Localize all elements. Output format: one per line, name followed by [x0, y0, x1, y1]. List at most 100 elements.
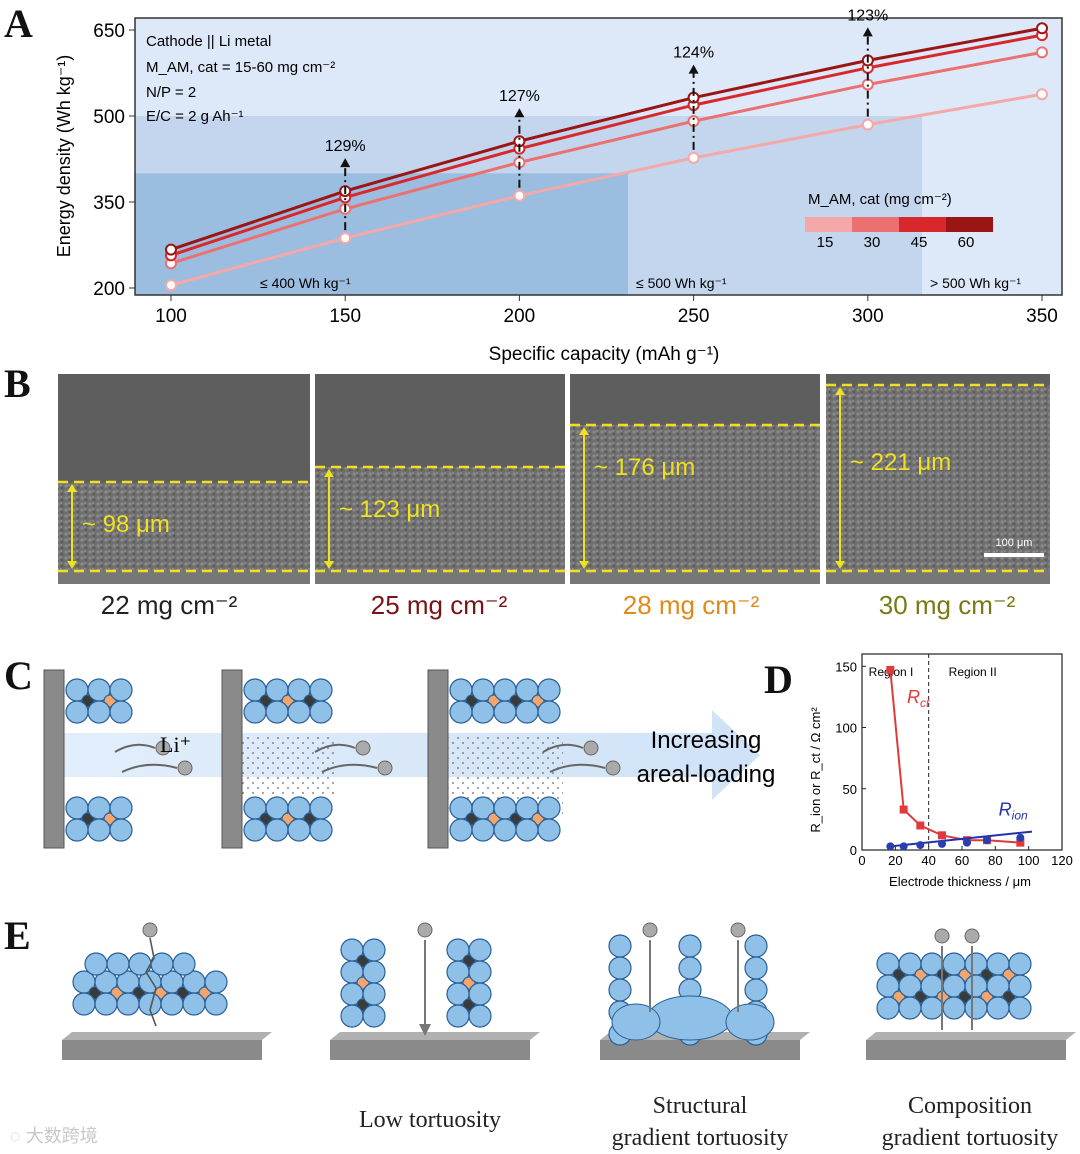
- active-particle: [493, 700, 517, 724]
- caption-composition-gradient: Composition gradient tortuosity: [881, 1093, 1059, 1151]
- current-collector: [315, 570, 565, 584]
- active-particle: [182, 992, 206, 1016]
- active-particle: [678, 956, 702, 980]
- legend-label: 15: [817, 234, 834, 251]
- active-particle: [94, 992, 118, 1016]
- diffusion-path: [321, 763, 378, 773]
- panel-letter-e: E: [4, 913, 31, 958]
- active-particle: [468, 1004, 492, 1028]
- region-label: ≤ 500 Wh kg⁻¹: [636, 275, 727, 291]
- active-particle: [84, 952, 108, 976]
- active-particle: [243, 818, 267, 842]
- li-ion: [605, 760, 621, 776]
- active-particle: [109, 796, 133, 820]
- active-particle: [678, 934, 702, 958]
- electrolyte-region: [242, 734, 335, 794]
- li-ion: [583, 740, 599, 756]
- info-line: E/C = 2 g Ah⁻¹: [146, 108, 244, 125]
- active-particle: [287, 700, 311, 724]
- arrow-head: [688, 64, 699, 74]
- current-collector: [570, 570, 820, 584]
- active-particle: [287, 818, 311, 842]
- x-tick-label: 20: [888, 853, 902, 868]
- watermark: ◌ 大数跨境: [10, 1126, 98, 1146]
- improvement-label: 123%: [847, 7, 888, 24]
- data-point: [687, 151, 700, 164]
- energy-density-chart: ≤ 400 Wh kg⁻¹ ≤ 500 Wh kg⁻¹ > 500 Wh kg⁻¹ …: [54, 7, 1063, 365]
- arrow-head: [67, 561, 77, 569]
- rct-point: [1016, 838, 1025, 847]
- y-tick-label: 350: [93, 193, 125, 214]
- active-particle: [471, 700, 495, 724]
- region-label: Region II: [949, 665, 997, 679]
- arrow-label: Increasing: [651, 727, 762, 754]
- x-tick-label: 150: [329, 306, 361, 327]
- substrate: [866, 1040, 1066, 1060]
- y-tick-label: 650: [93, 21, 125, 42]
- loading-label-30: 30 mg cm⁻²: [878, 590, 1016, 620]
- substrate-top: [330, 1032, 540, 1040]
- active-particle: [471, 818, 495, 842]
- large-particle: [725, 1003, 775, 1041]
- x-tick-label: 100: [155, 306, 187, 327]
- legend: M_AM, cat (mg cm⁻²) 15 30 45 60: [805, 191, 993, 251]
- active-particle: [109, 818, 133, 842]
- active-particle: [608, 978, 632, 1002]
- active-particle: [172, 952, 196, 976]
- x-axis-label: Specific capacity (mAh g⁻¹): [489, 344, 720, 365]
- series-line-30: [170, 50, 1043, 265]
- diffusion-path: [314, 743, 356, 753]
- arrow-label: areal-loading: [637, 761, 776, 788]
- active-particle: [468, 938, 492, 962]
- active-particle: [109, 700, 133, 724]
- substrate: [600, 1040, 800, 1060]
- li-ion: [155, 740, 171, 756]
- current-collector: [58, 570, 310, 584]
- active-particle: [1008, 996, 1032, 1020]
- loading-schematic: Li⁺ Increasing areal-loading: [43, 669, 776, 849]
- diffusion-path: [549, 763, 606, 773]
- thickness-label: ~ 221 μm: [850, 449, 951, 476]
- active-particle: [608, 934, 632, 958]
- x-tick-label: 40: [921, 853, 935, 868]
- active-particle: [340, 1004, 364, 1028]
- info-box: Cathode || Li metal M_AM, cat = 15-60 mg…: [146, 33, 335, 125]
- active-particle: [116, 992, 140, 1016]
- active-particle: [898, 996, 922, 1020]
- active-particle: [106, 952, 130, 976]
- loading-arrow: [60, 710, 760, 800]
- data-point: [513, 189, 526, 202]
- data-point: [1036, 88, 1048, 101]
- loading-label-22: 22 mg cm⁻²: [100, 590, 238, 620]
- active-particle: [87, 700, 111, 724]
- scale-bar: [984, 553, 1044, 557]
- active-particle: [243, 700, 267, 724]
- rion-point: [916, 841, 925, 850]
- data-point: [861, 78, 874, 91]
- x-tick-label: 60: [955, 853, 969, 868]
- active-particle: [744, 978, 768, 1002]
- electrode-layer: [570, 425, 820, 570]
- caption-low-tortuosity: Low tortuosity: [359, 1107, 501, 1133]
- legend-swatch: [899, 217, 946, 232]
- li-ion: [177, 760, 193, 776]
- active-particle: [204, 970, 228, 994]
- active-particle: [744, 934, 768, 958]
- arrow-head: [579, 561, 589, 569]
- active-particle: [942, 996, 966, 1020]
- electrode-layer: [826, 385, 1050, 570]
- panel-letter-c: C: [4, 653, 33, 698]
- arrow-head: [67, 484, 77, 492]
- active-particle: [449, 818, 473, 842]
- active-particle: [362, 982, 386, 1006]
- active-particle: [876, 996, 900, 1020]
- y-tick-label: 0: [850, 843, 857, 858]
- arrow-head: [579, 427, 589, 435]
- active-particle: [493, 818, 517, 842]
- current-collector: [427, 669, 449, 849]
- plot-frame: [861, 653, 1063, 851]
- large-particle: [647, 995, 733, 1041]
- diffusion-path: [542, 743, 584, 753]
- rion-point: [983, 836, 991, 845]
